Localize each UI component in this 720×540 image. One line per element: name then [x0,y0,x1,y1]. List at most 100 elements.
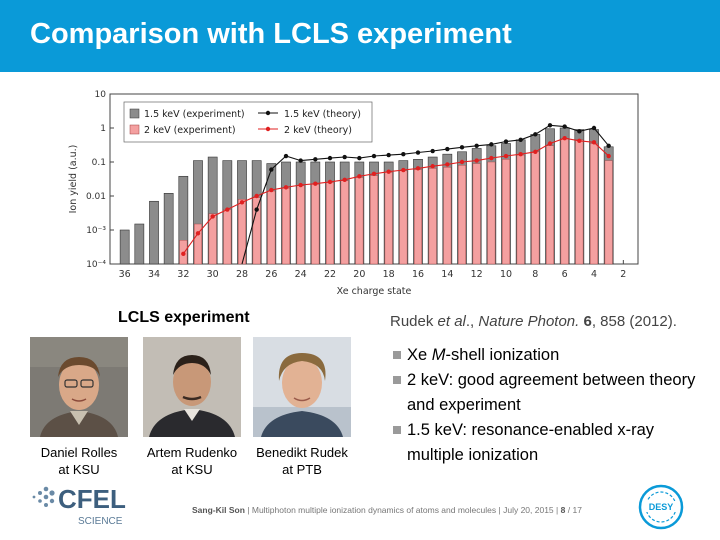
theory-1-5kev-point [401,151,406,157]
x-tick-label: 12 [471,269,483,280]
bar-2kev-exp [326,182,334,265]
legend-label: 1.5 keV (theory) [284,109,361,120]
y-tick-label: 10⁻³ [86,226,106,236]
x-tick-label: 6 [562,269,568,280]
theory-1-5kev-point [313,157,318,162]
bar-2kev-exp [414,169,422,265]
bar-1-5kev-exp [163,193,174,265]
theory-2kev-point [489,155,494,161]
theory-2kev-point [239,200,245,205]
x-axis-label: Xe charge state [337,286,412,297]
bar-2kev-exp [267,190,276,265]
bar-2kev-exp [472,163,481,265]
x-tick-label: 34 [148,269,160,280]
person-affiliation: at PTB [282,462,322,477]
x-tick-label: 22 [324,269,336,280]
theory-2kev-point [225,207,230,212]
theory-2kev-point [430,164,435,169]
theory-1-5kev-point [547,123,553,128]
bar-2kev-exp [311,184,320,265]
theory-2kev-point [533,149,538,154]
theory-1-5kev-point [269,167,274,172]
bullet-item: 1.5 keV: resonance-enabled x-ray multipl… [393,418,713,468]
bar-2kev-exp [546,145,554,265]
bar-2kev-exp [516,154,525,265]
bar-2kev-exp [223,209,232,265]
bar-2kev-exp [282,187,290,265]
person-affiliation: at KSU [58,462,100,477]
theory-1-5kev-point [518,137,523,142]
legend-marker-1-5kev-theory [265,110,271,116]
legend-label: 1.5 keV (experiment) [144,109,245,120]
bar-2kev-exp [340,180,349,265]
bar-2kev-exp [458,165,466,265]
theory-2kev-point [445,162,450,167]
bar-2kev-exp [384,172,393,265]
theory-2kev-point [342,177,347,182]
bar-1-5kev-exp [134,223,145,265]
x-tick-label: 14 [441,269,453,280]
theory-1-5kev-point [298,158,303,163]
bullet-item: Xe M-shell ionization [393,343,713,368]
theory-1-5kev-point [606,143,611,148]
x-tick-label: 30 [207,269,219,280]
x-tick-label: 2 [620,269,626,280]
legend-box [123,101,373,143]
ref-volume: 6 [583,313,592,330]
bar-2kev-exp [194,223,202,265]
theory-1-5kev-point [562,124,567,129]
theory-2kev-point [371,171,377,176]
ion-yield-chart: 10 1 0.1 0.01 10⁻³ 10⁻⁴ 36 34 32 30 28 26 24 22 20 18 16… [62,84,652,306]
theory-2kev-point [210,214,215,219]
theory-1-5kev-point [459,145,465,150]
theory-1-5kev-point [445,146,450,152]
theory-2kev-point [313,181,318,186]
theory-1-5kev-point [283,153,289,159]
theory-1-5kev-point [371,153,377,159]
slide-title: Comparison with LCLS experiment [30,18,512,50]
theory-2kev-point [459,159,465,165]
footer: Sang-Kil Son | Multiphoton multiple ioni… [192,505,582,515]
theory-1-5kev-point [415,150,421,155]
caption-daniel-rolles: Daniel Rolles at KSU [22,444,136,478]
theory-1-5kev-point [503,139,509,144]
theory-2kev-point [298,182,303,188]
y-axis-label: Ion yield (a.u.) [68,145,79,214]
ref-journal: Nature Photon. [478,313,580,330]
theory-2kev-point [518,151,523,157]
y-tick-label: 1 [100,124,106,134]
desy-logo: DESY [638,484,684,530]
bar-2kev-exp [428,168,437,265]
theory-2kev-point [401,167,406,173]
theory-2kev-point [577,138,582,144]
x-tick-label: 26 [265,269,277,280]
bar-2kev-exp [531,151,540,265]
legend-label: 2 keV (theory) [284,125,352,136]
x-tick-label: 8 [532,269,538,280]
theory-2kev-point [269,187,274,193]
lcls-experiment-label: LCLS experiment [118,309,250,326]
title-bar: Comparison with LCLS experiment [0,0,720,72]
ref-pages-year: , 858 (2012). [591,313,677,330]
y-tick-label: 0.1 [92,158,106,168]
cfel-logo-text: CFEL [58,484,126,514]
bar-1-5kev-exp [119,229,130,265]
theory-1-5kev-point [430,148,435,154]
x-tick-label: 16 [412,269,424,280]
bar-2kev-exp [296,185,305,265]
theory-2kev-point [386,169,391,174]
x-tick-label: 36 [119,269,131,280]
bar-2kev-exp [399,170,408,265]
y-tick-label: 10 [95,90,107,100]
theory-2kev-point [195,231,201,236]
bullet-square-icon [393,351,401,359]
theory-1-5kev-point [386,152,391,158]
theory-2kev-point [327,179,333,185]
person-name: Artem Rudenko [146,445,238,460]
theory-2kev-point [503,153,509,159]
y-tick-label: 0.01 [86,192,106,202]
bar-2kev-exp [575,139,584,265]
x-tick-label: 20 [353,269,365,280]
theory-1-5kev-line [241,124,610,265]
theory-2kev-point [591,140,597,145]
